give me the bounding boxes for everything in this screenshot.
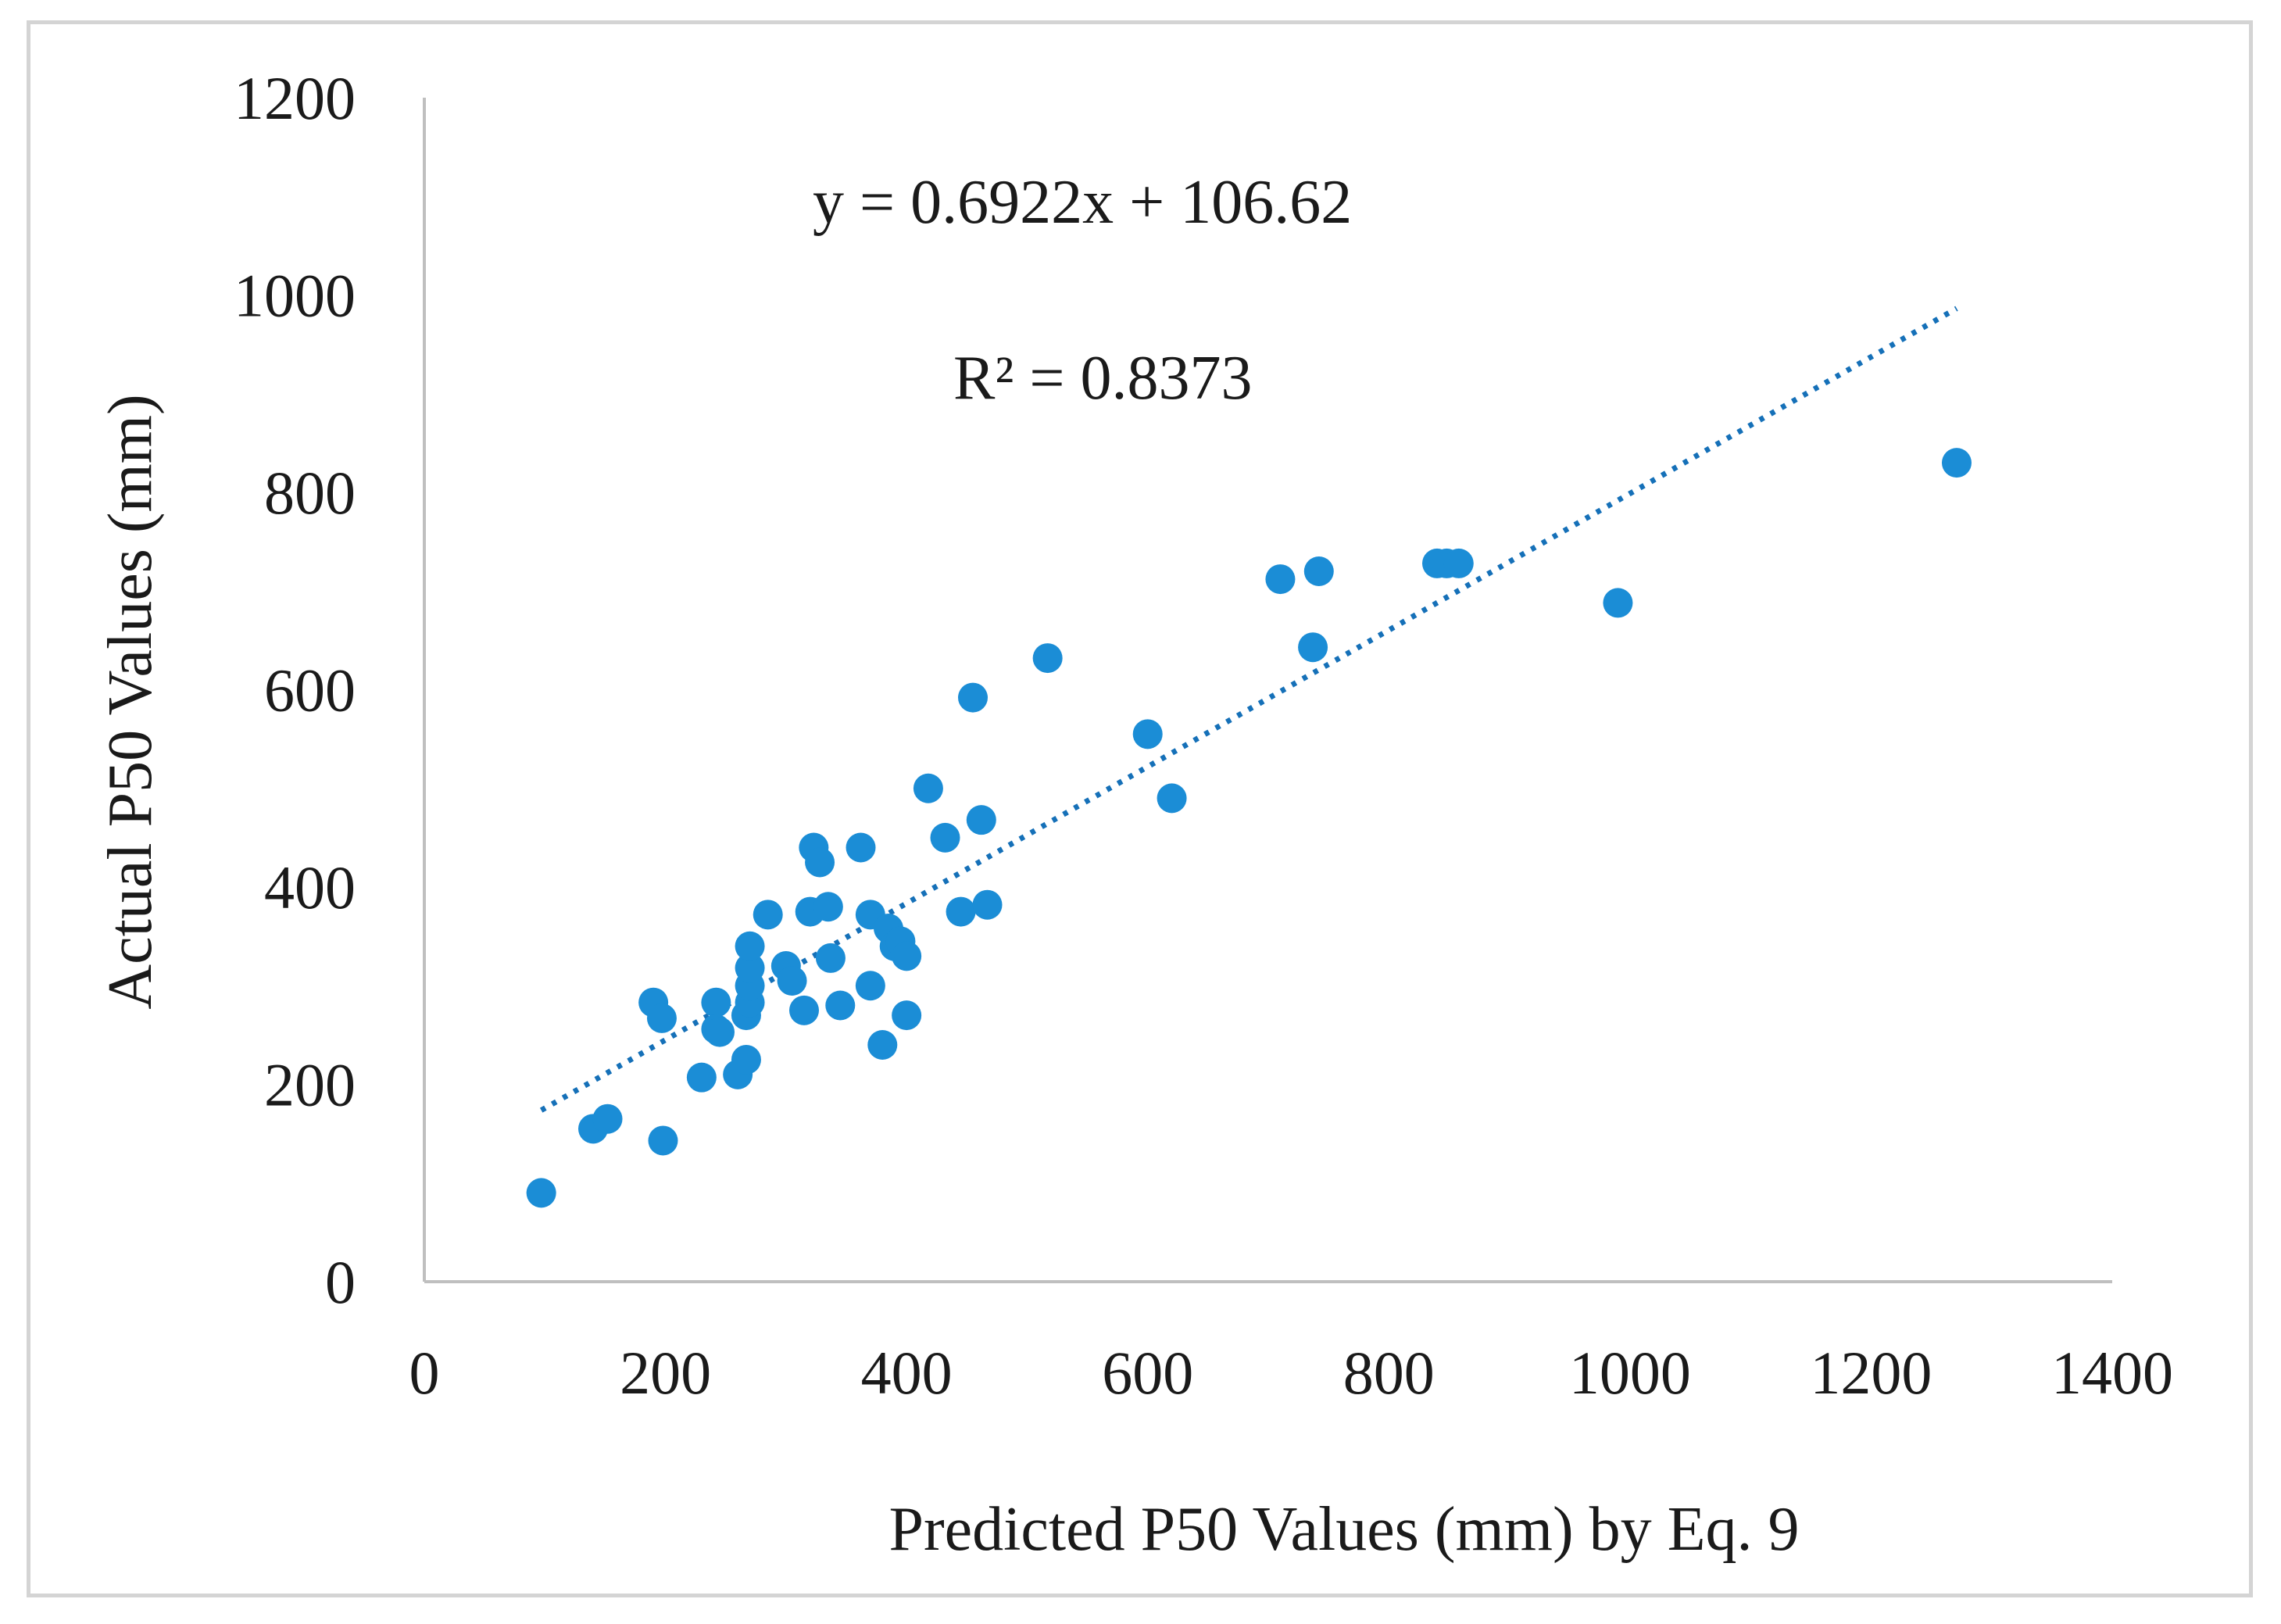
data-point — [789, 995, 819, 1025]
data-point — [1032, 643, 1063, 674]
y-axis-ticks: 0 200 400 600 800 1000 1200 — [234, 64, 356, 1316]
data-point — [815, 943, 846, 973]
data-point — [648, 1125, 678, 1156]
x-tick-label: 1000 — [1569, 1339, 1691, 1407]
x-tick-label: 1200 — [1810, 1339, 1932, 1407]
data-point — [1443, 548, 1474, 578]
data-point — [1603, 588, 1633, 618]
y-tick-label: 1200 — [234, 64, 356, 132]
data-point — [1132, 719, 1163, 749]
data-point — [1303, 556, 1334, 586]
data-point — [731, 1044, 761, 1075]
data-points — [526, 448, 1972, 1208]
data-point — [892, 1000, 922, 1031]
data-point — [855, 971, 885, 1001]
y-tick-label: 200 — [264, 1051, 356, 1119]
trendline-equation: y = 0.6922x + 106.62 — [813, 168, 1352, 237]
data-point — [958, 682, 988, 713]
data-point — [735, 931, 765, 961]
data-point — [1265, 564, 1296, 595]
y-axis-title: Actual P50 Values (mm) — [96, 394, 165, 1009]
data-point — [913, 773, 943, 803]
data-point — [805, 847, 835, 878]
data-point — [592, 1104, 623, 1134]
y-tick-label: 400 — [264, 853, 356, 921]
data-point — [1941, 448, 1972, 478]
data-point — [1157, 783, 1187, 814]
data-point — [867, 1030, 898, 1060]
x-tick-label: 800 — [1343, 1339, 1435, 1407]
data-point — [701, 987, 731, 1018]
x-tick-label: 600 — [1102, 1339, 1193, 1407]
data-point — [972, 889, 1003, 920]
y-tick-label: 0 — [325, 1248, 356, 1316]
x-tick-label: 400 — [861, 1339, 953, 1407]
data-point — [846, 832, 876, 863]
data-point — [946, 896, 976, 927]
data-point — [892, 941, 922, 971]
data-point — [686, 1062, 717, 1093]
data-point — [930, 822, 960, 853]
x-axis-ticks: 0 200 400 600 800 1000 1200 1400 — [409, 1339, 2174, 1407]
data-point — [526, 1178, 556, 1208]
y-tick-label: 1000 — [234, 262, 356, 330]
x-tick-label: 0 — [409, 1339, 440, 1407]
x-axis-title: Predicted P50 Values (mm) by Eq. 9 — [888, 1495, 1799, 1564]
data-point — [705, 1017, 735, 1047]
data-point — [825, 990, 856, 1021]
data-point — [813, 892, 843, 922]
data-point — [735, 953, 765, 983]
y-tick-label: 600 — [264, 656, 356, 724]
data-point — [966, 805, 996, 835]
data-point — [1298, 632, 1328, 663]
r-squared-label: R² = 0.8373 — [953, 344, 1252, 413]
y-tick-label: 800 — [264, 459, 356, 527]
data-point — [646, 1003, 677, 1033]
data-point — [777, 965, 807, 996]
data-point — [753, 900, 783, 930]
x-tick-label: 1400 — [2051, 1339, 2173, 1407]
chart-frame — [27, 20, 2253, 1597]
trendline — [539, 306, 1958, 1113]
x-tick-label: 200 — [620, 1339, 711, 1407]
